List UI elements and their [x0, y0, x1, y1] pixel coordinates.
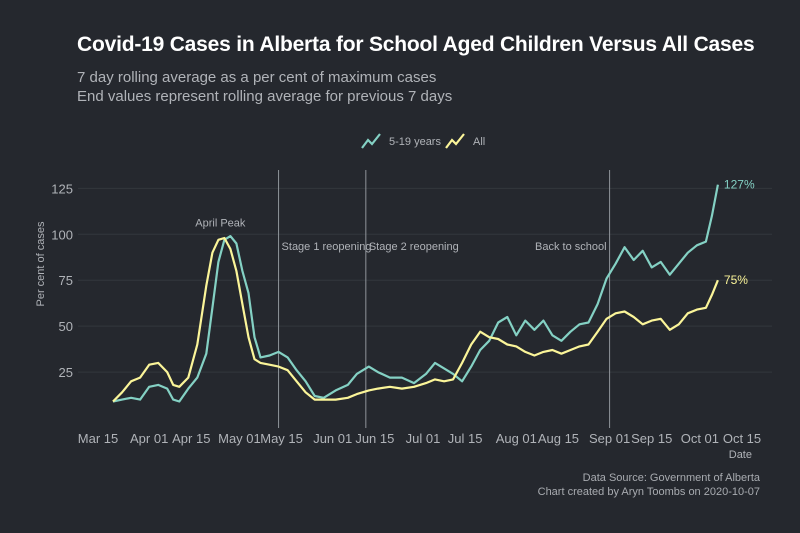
x-tick-label: Sep 15: [631, 431, 672, 446]
legend-label: All: [473, 136, 485, 148]
x-tick-label: Oct 15: [723, 431, 761, 446]
y-tick-label: 75: [59, 273, 73, 288]
x-tick-label: Aug 15: [538, 431, 579, 446]
y-tick-label: 25: [59, 365, 73, 380]
event-marker-label: Stage 2 reopening: [369, 241, 459, 253]
x-tick-label: Apr 15: [172, 431, 210, 446]
event-marker-label: Back to school: [535, 241, 607, 253]
series-end-label: 127%: [724, 178, 755, 192]
legend-swatch: [445, 133, 465, 149]
x-tick-label: May 15: [260, 431, 303, 446]
event-marker-label: Stage 1 reopening: [282, 241, 372, 253]
legend-swatch: [361, 133, 381, 149]
chart-subtitle-line-1: 7 day rolling average as a per cent of m…: [77, 69, 437, 86]
series-line-kids: [112, 184, 719, 403]
author-caption: Chart created by Aryn Toombs on 2020-10-…: [537, 486, 760, 498]
legend-label: 5-19 years: [389, 136, 441, 148]
x-tick-label: Sep 01: [589, 431, 630, 446]
y-axis-label: Per cent of cases: [35, 221, 47, 306]
chart-title: Covid-19 Cases in Alberta for School Age…: [77, 33, 755, 56]
x-tick-label: Mar 15: [78, 431, 118, 446]
y-tick-label: 100: [51, 227, 73, 242]
chart-subtitle-line-2: End values represent rolling average for…: [77, 88, 453, 105]
y-tick-label: 50: [59, 319, 73, 334]
x-axis-label: Date: [729, 449, 752, 461]
x-tick-label: May 01: [218, 431, 261, 446]
x-tick-label: Jun 15: [355, 431, 394, 446]
data-source-caption: Data Source: Government of Alberta: [582, 472, 760, 484]
x-tick-label: Jun 01: [313, 431, 352, 446]
x-tick-label: Aug 01: [496, 431, 537, 446]
x-tick-label: Jul 01: [406, 431, 441, 446]
x-tick-label: Oct 01: [681, 431, 719, 446]
peak-annotation: April Peak: [195, 217, 246, 229]
series-line-all: [112, 236, 719, 403]
y-tick-label: 125: [51, 181, 73, 196]
series-end-label: 75%: [724, 273, 748, 287]
x-tick-label: Apr 01: [130, 431, 168, 446]
x-tick-label: Jul 15: [448, 431, 483, 446]
